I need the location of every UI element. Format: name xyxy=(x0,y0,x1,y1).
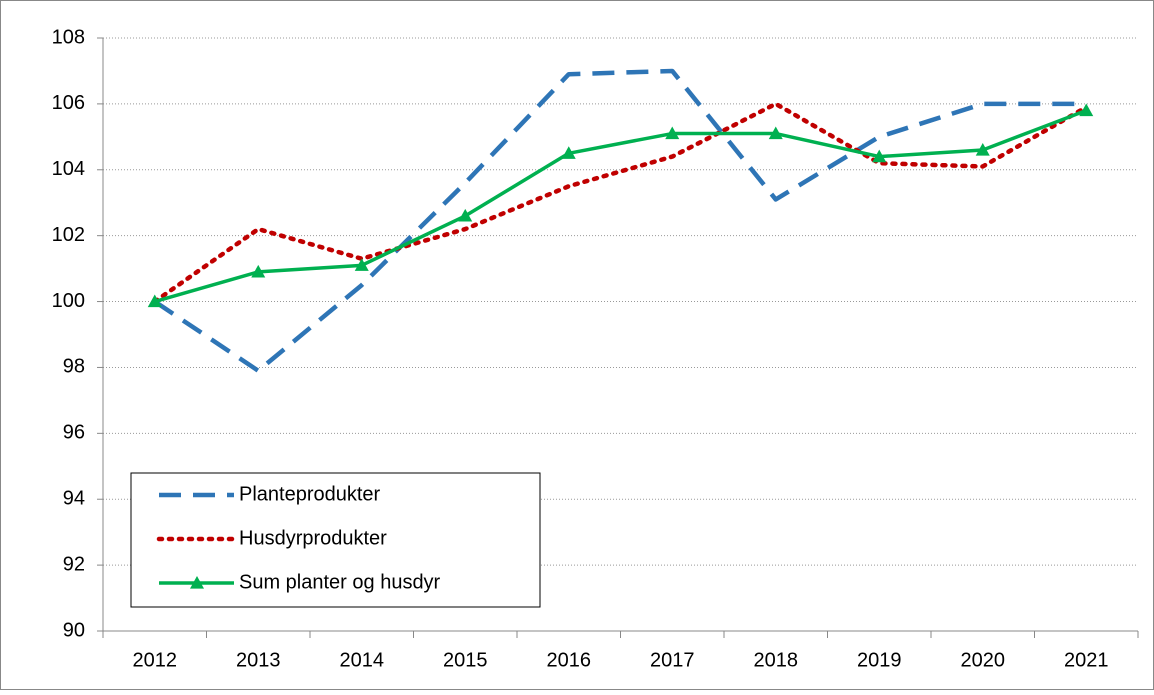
x-tick-label: 2012 xyxy=(133,649,178,671)
legend-label: Sum planter og husdyr xyxy=(239,571,441,593)
marker xyxy=(354,258,369,271)
y-tick-label: 108 xyxy=(52,26,85,48)
marker xyxy=(665,126,680,140)
marker xyxy=(251,264,266,278)
y-tick-label: 94 xyxy=(63,488,85,510)
y-tick-label: 98 xyxy=(63,356,85,378)
y-tick-label: 96 xyxy=(63,422,85,444)
marker xyxy=(768,126,783,140)
marker xyxy=(561,146,576,159)
x-tick-label: 2018 xyxy=(754,649,799,671)
series-line xyxy=(154,108,1087,304)
x-tick-label: 2020 xyxy=(961,649,1006,671)
y-tick-label: 92 xyxy=(63,553,85,575)
marker xyxy=(1079,103,1094,117)
y-tick-label: 104 xyxy=(52,158,85,180)
marker xyxy=(975,143,990,156)
x-tick-label: 2019 xyxy=(857,649,902,671)
x-tick-label: 2016 xyxy=(547,649,592,671)
marker xyxy=(147,294,162,308)
series-line xyxy=(153,68,1087,373)
x-tick-label: 2015 xyxy=(443,649,488,671)
series-line xyxy=(152,101,1089,304)
y-tick-label: 90 xyxy=(63,619,85,641)
marker xyxy=(872,149,887,163)
marker xyxy=(458,208,473,222)
x-tick-label: 2017 xyxy=(650,649,695,671)
x-tick-label: 2021 xyxy=(1064,649,1109,671)
x-tick-label: 2014 xyxy=(340,649,385,671)
y-tick-label: 102 xyxy=(52,224,85,246)
legend-marker xyxy=(190,576,204,589)
legend-label: Planteprodukter xyxy=(239,483,381,505)
legend-label: Husdyrprodukter xyxy=(239,527,387,549)
y-tick-label: 106 xyxy=(52,92,85,114)
y-tick-label: 100 xyxy=(52,290,85,312)
x-tick-label: 2013 xyxy=(236,649,281,671)
